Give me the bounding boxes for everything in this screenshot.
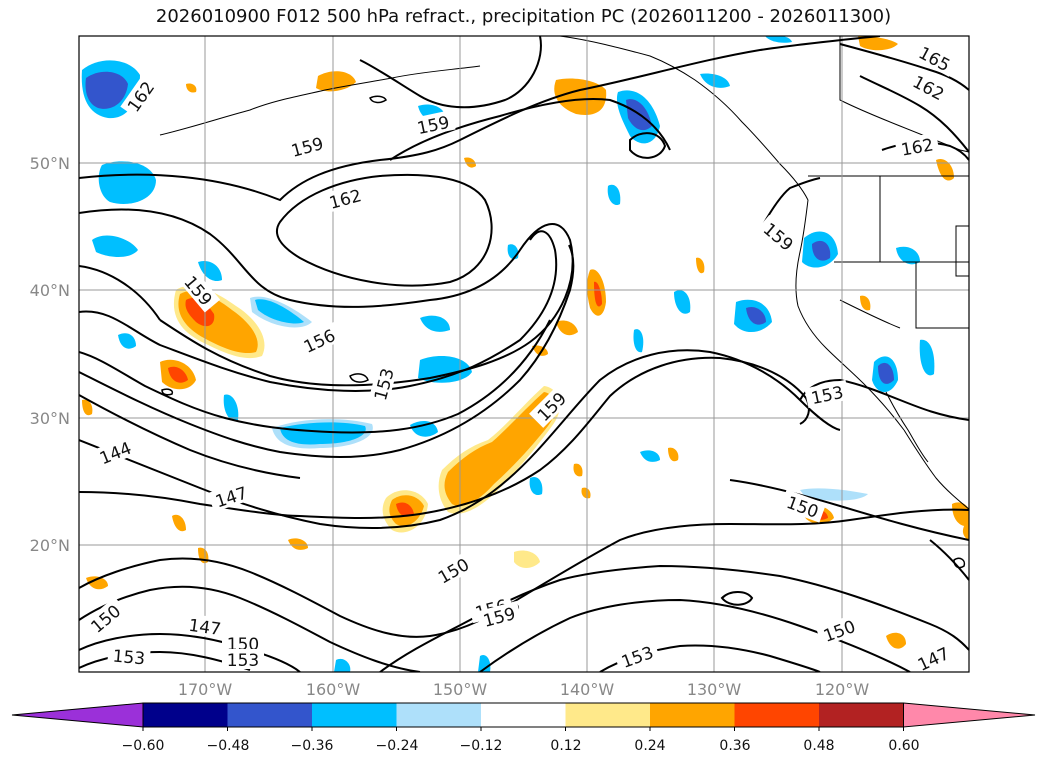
colorbar-tick-label: −0.24 xyxy=(376,738,419,754)
lat-label: 20°N xyxy=(30,536,70,555)
plot-frame xyxy=(78,35,970,673)
colorbar-tick-label: −0.48 xyxy=(207,738,250,754)
map-title: 2026010900 F012 500 hPa refract., precip… xyxy=(155,6,892,27)
colorbar-segment xyxy=(396,703,482,727)
lat-label: 50°N xyxy=(30,154,70,173)
colorbar-tick-label: 0.36 xyxy=(719,738,750,754)
contour-label: 147 xyxy=(187,616,222,640)
colorbar-segment xyxy=(819,703,904,727)
lon-label: 130°W xyxy=(687,680,742,699)
colorbar-segment xyxy=(227,703,313,727)
colorbar-tick-label: −0.12 xyxy=(460,738,503,754)
lat-label: 30°N xyxy=(30,409,70,428)
lat-label: 40°N xyxy=(30,281,70,300)
precip-positive-areas xyxy=(82,36,969,649)
colorbar-segment xyxy=(565,703,651,727)
colorbar-tick-label: −0.60 xyxy=(122,738,165,754)
colorbar-segment xyxy=(481,703,566,727)
colorbar-tick-label: 0.60 xyxy=(888,738,919,754)
lon-label: 170°W xyxy=(178,680,233,699)
colorbar xyxy=(11,702,1036,731)
lon-label: 140°W xyxy=(560,680,615,699)
colorbar-segment xyxy=(143,703,228,727)
colorbar-tick-labels: −0.60 −0.48 −0.36 −0.24 −0.12 0.12 0.24 … xyxy=(122,738,920,754)
colorbar-segment xyxy=(650,703,735,727)
colorbar-tick-label: 0.12 xyxy=(550,738,581,754)
lon-label: 120°W xyxy=(815,680,870,699)
colorbar-extend-max xyxy=(903,702,1036,728)
precip-negative-areas xyxy=(81,36,935,672)
colorbar-extend-min xyxy=(11,702,144,728)
lon-label: 160°W xyxy=(306,680,361,699)
plot-area xyxy=(79,36,969,672)
lon-label: 150°W xyxy=(433,680,488,699)
contour-labels: 162 159 159 162 165 162 162 159 159 156 … xyxy=(82,39,959,672)
colorbar-tick-label: −0.36 xyxy=(291,738,334,754)
contour-label: 153 xyxy=(227,651,259,671)
colorbar-tick-label: 0.24 xyxy=(634,738,665,754)
colorbar-segment xyxy=(312,703,397,727)
colorbar-outline xyxy=(142,702,904,728)
contour-label: 153 xyxy=(112,647,146,670)
colorbar-segment xyxy=(734,703,820,727)
latitude-labels: 50°N 40°N 30°N 20°N xyxy=(30,154,70,555)
colorbar-tick-label: 0.48 xyxy=(803,738,834,754)
longitude-labels: 170°W 160°W 150°W 140°W 130°W 120°W xyxy=(178,680,870,699)
